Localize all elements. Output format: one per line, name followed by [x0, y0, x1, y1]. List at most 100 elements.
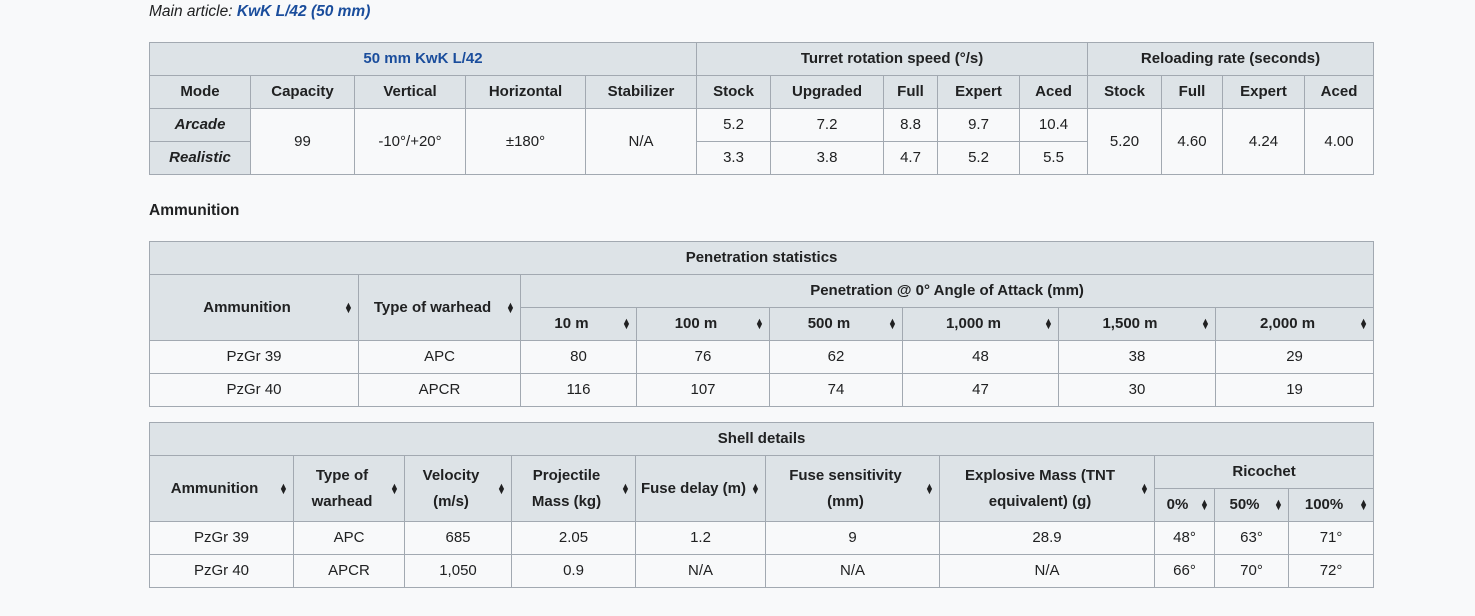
reload-value: 4.00: [1304, 108, 1375, 175]
pen-value: 30: [1058, 373, 1216, 407]
sort-warhead-header[interactable]: Type of warhead ▲ ▼: [358, 274, 521, 341]
shell-cell: 28.9: [939, 521, 1155, 555]
sort-icon: ▲ ▼: [755, 316, 764, 331]
ammo-name: PzGr 39: [149, 340, 359, 374]
turret-value: 8.8: [883, 108, 939, 142]
sort-ricochet-0[interactable]: 0% ▲ ▼: [1154, 488, 1215, 522]
sort-range-2000m[interactable]: 2,000 m ▲ ▼: [1214, 307, 1375, 341]
sort-range-500m[interactable]: 500 m ▲ ▼: [769, 307, 903, 341]
shell-cell: APC: [293, 521, 405, 555]
penetration-title: Penetration statistics: [148, 241, 1375, 275]
sort-shell-warhead[interactable]: Type of warhead ▲ ▼: [293, 455, 405, 522]
pen-value: 74: [769, 373, 903, 407]
reloading-rate-header: Reloading rate (seconds): [1087, 42, 1375, 76]
table-row: PzGr 40 APCR 1,050 0.9 N/A N/A N/A 66° 7…: [149, 554, 1375, 588]
shell-cell: 0.9: [511, 554, 636, 588]
shell-cell: 685: [404, 521, 512, 555]
col-mode: Mode: [149, 75, 251, 109]
sort-range-1500m[interactable]: 1,500 m ▲ ▼: [1058, 307, 1216, 341]
turret-value: 3.8: [770, 141, 885, 175]
col-reload-expert: Expert: [1222, 75, 1306, 109]
sort-range-100m[interactable]: 100 m ▲ ▼: [636, 307, 770, 341]
ricochet-value: 72°: [1287, 554, 1375, 588]
sort-fuse-delay[interactable]: Fuse delay (m) ▲ ▼: [635, 455, 766, 522]
sort-icon: ▲ ▼: [1140, 480, 1149, 496]
sort-icon: ▲ ▼: [1044, 316, 1053, 331]
sort-icon: ▲ ▼: [621, 480, 630, 496]
warhead-type: APCR: [358, 373, 521, 407]
sort-range-10m[interactable]: 10 m ▲ ▼: [520, 307, 637, 341]
shell-cell: N/A: [765, 554, 940, 588]
ricochet-value: 66°: [1154, 554, 1215, 588]
table-row: PzGr 40 APCR 116 107 74 47 30 19: [149, 373, 1375, 407]
col-turret-expert: Expert: [937, 75, 1021, 109]
sort-explosive-mass[interactable]: Explosive Mass (TNT equivalent) (g) ▲ ▼: [939, 455, 1155, 522]
ammo-name: PzGr 40: [149, 373, 359, 407]
shell-cell: APCR: [293, 554, 405, 588]
col-stabilizer: Stabilizer: [584, 75, 698, 109]
pen-value: 76: [636, 340, 770, 374]
col-turret-full: Full: [883, 75, 939, 109]
reload-value: 4.60: [1161, 108, 1224, 175]
gun-name-header[interactable]: 50 mm KwK L/42: [148, 42, 698, 76]
sort-fuse-sensitivity[interactable]: Fuse sensitivity (mm) ▲ ▼: [765, 455, 940, 522]
sort-icon: ▲ ▼: [1201, 316, 1210, 331]
pen-value: 19: [1214, 373, 1375, 407]
shell-cell: 9: [765, 521, 940, 555]
horizontal-value: ±180°: [465, 108, 586, 175]
shell-details-title: Shell details: [148, 422, 1375, 456]
reload-value: 5.20: [1087, 108, 1163, 175]
mode-arcade: Arcade: [149, 108, 251, 142]
sort-icon: ▲ ▼: [751, 480, 760, 496]
col-capacity: Capacity: [250, 75, 355, 109]
sort-velocity[interactable]: Velocity (m/s) ▲ ▼: [404, 455, 512, 522]
sort-icon: ▲ ▼: [925, 480, 934, 496]
sort-icon: ▲ ▼: [344, 299, 353, 315]
sort-icon: ▲ ▼: [1200, 497, 1209, 512]
sort-icon: ▲ ▼: [279, 480, 288, 496]
penetration-group-header: Penetration @ 0° Angle of Attack (mm): [519, 274, 1375, 308]
turret-value: 9.7: [937, 108, 1021, 142]
pen-value: 48: [902, 340, 1059, 374]
reload-value: 4.24: [1222, 108, 1306, 175]
shell-cell: PzGr 39: [149, 521, 294, 555]
shell-cell: 2.05: [511, 521, 636, 555]
sort-ricochet-100[interactable]: 100% ▲ ▼: [1287, 488, 1375, 522]
turret-value: 10.4: [1019, 108, 1089, 142]
sort-ricochet-50[interactable]: 50% ▲ ▼: [1214, 488, 1289, 522]
pen-value: 80: [520, 340, 637, 374]
sort-projectile-mass[interactable]: Projectile Mass (kg) ▲ ▼: [511, 455, 636, 522]
hatnote-prefix: Main article:: [149, 3, 237, 20]
pen-value: 47: [902, 373, 1059, 407]
ricochet-value: 63°: [1214, 521, 1289, 555]
pen-value: 38: [1058, 340, 1216, 374]
ricochet-value: 48°: [1154, 521, 1215, 555]
table-row: PzGr 39 APC 80 76 62 48 38 29: [149, 340, 1375, 374]
shell-cell: PzGr 40: [149, 554, 294, 588]
sort-shell-ammunition[interactable]: Ammunition ▲ ▼: [149, 455, 294, 522]
sort-range-1000m[interactable]: 1,000 m ▲ ▼: [902, 307, 1059, 341]
stabilizer-value: N/A: [584, 108, 698, 175]
shell-cell: 1.2: [635, 521, 766, 555]
shell-details-table: Shell details Ammunition ▲ ▼ Type of warhe…: [148, 422, 1375, 588]
sort-icon: ▲ ▼: [497, 480, 506, 496]
turret-rotation-header: Turret rotation speed (°/s): [696, 42, 1089, 76]
hatnote: Main article: KwK L/42 (50 mm): [149, 3, 370, 21]
shell-cell: 1,050: [404, 554, 512, 588]
shell-cell: N/A: [635, 554, 766, 588]
shell-cell: N/A: [939, 554, 1155, 588]
sort-icon: ▲ ▼: [506, 299, 515, 315]
vertical-value: -10°/+20°: [354, 108, 466, 175]
col-horizontal: Horizontal: [465, 75, 586, 109]
penetration-table: Penetration statistics Ammunition ▲ ▼ Type…: [148, 241, 1375, 407]
turret-value: 5.2: [937, 141, 1021, 175]
turret-value: 3.3: [696, 141, 772, 175]
mode-realistic: Realistic: [149, 141, 251, 175]
table-row: PzGr 39 APC 685 2.05 1.2 9 28.9 48° 63° …: [149, 521, 1375, 555]
sort-ammunition-header[interactable]: Ammunition ▲ ▼: [149, 274, 359, 341]
turret-value: 7.2: [770, 108, 885, 142]
col-turret-stock: Stock: [696, 75, 772, 109]
pen-value: 116: [520, 373, 637, 407]
main-article-link[interactable]: KwK L/42 (50 mm): [236, 3, 371, 20]
ammunition-heading: Ammunition: [149, 202, 240, 219]
